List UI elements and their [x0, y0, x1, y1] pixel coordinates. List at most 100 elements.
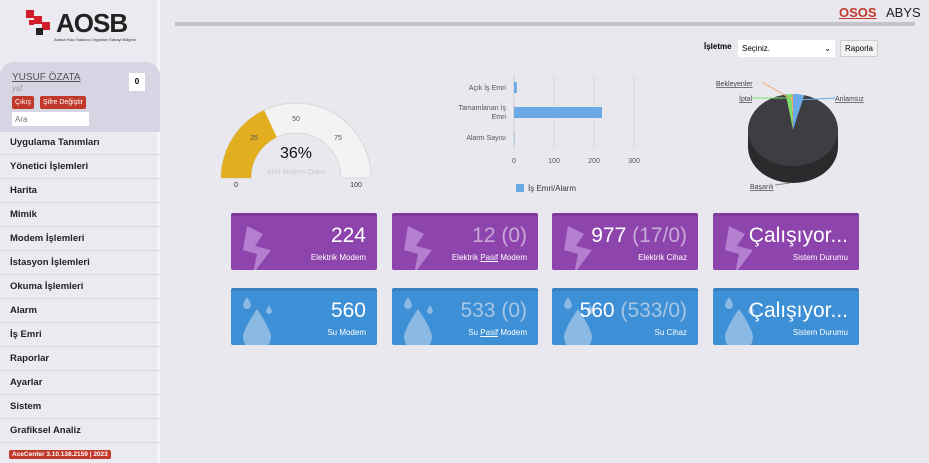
sidebar-item[interactable]: Okuma İşlemleri — [0, 275, 160, 299]
stat-card[interactable]: 560 (533/0) Su Cihaz — [552, 288, 698, 345]
pie-slice[interactable] — [793, 94, 805, 130]
bar-label-2: Alarm Sayısı — [466, 135, 506, 142]
sidebar-item[interactable]: Mimik — [0, 203, 160, 227]
card-label-text: Elektrik Modem — [310, 253, 366, 262]
pie-label-basarili[interactable]: Başarılı — [750, 184, 774, 191]
card-label-text: Sistem Durumu — [792, 253, 848, 262]
leader-bekleyenler — [761, 81, 794, 101]
card-label-text: Su Cihaz — [654, 328, 687, 337]
card-label: Elektrik Cihaz — [638, 253, 687, 262]
pie-label-iptal[interactable]: İptal — [739, 94, 753, 103]
user-name[interactable]: YUSUF ÖZATA — [12, 72, 81, 83]
card-sub-value: 533 (0) — [460, 299, 527, 322]
bar[interactable] — [514, 82, 517, 93]
card-label: Sistem Durumu — [793, 328, 848, 337]
gauge-tick-75: 75 — [334, 135, 342, 142]
x-tick-label: 100 — [548, 158, 560, 165]
card-main-value: Çalışıyor... — [748, 224, 848, 247]
sidebar-item[interactable]: İstasyon İşlemleri — [0, 251, 160, 275]
raporla-button[interactable]: Raporla — [840, 40, 878, 57]
sidebar-item[interactable]: Grafiksel Analiz — [0, 419, 160, 443]
card-sub-value: (533/0) — [614, 299, 687, 322]
pie-label-bekleyenler[interactable]: Bekleyenler — [716, 81, 753, 88]
logout-button[interactable]: Çıkış — [12, 96, 34, 109]
card-value: Çalışıyor... — [749, 299, 848, 323]
sidebar-item[interactable]: Raporlar — [0, 347, 160, 371]
card-main-value: 560 — [579, 299, 615, 322]
x-tick-label: 0 — [512, 158, 516, 165]
sidebar-item[interactable]: Uygulama Tanımları — [0, 131, 160, 155]
lightning-icon — [564, 226, 592, 270]
card-label: Su Modem — [327, 328, 366, 337]
gauge-tick-50: 50 — [292, 116, 300, 123]
sidebar-item[interactable]: Yönetici İşlemleri — [0, 155, 160, 179]
lightning-icon — [725, 226, 753, 270]
sidebar-item[interactable]: Sistem — [0, 395, 160, 419]
pie-slice[interactable] — [785, 94, 793, 130]
card-label-underlined: Pasif — [480, 328, 499, 337]
stat-card[interactable]: 224 Elektrik Modem — [231, 213, 377, 270]
version-badge: AceCenter 3.10.138.2159 | 2023 — [9, 450, 111, 459]
sidebar-item[interactable]: İş Emri — [0, 323, 160, 347]
bar-label-0: Açık İş Emri — [469, 83, 507, 92]
change-password-button[interactable]: Şifre Değiştir — [40, 96, 87, 109]
card-label-text: Sistem Durumu — [792, 328, 848, 337]
isletme-label: İşletme — [704, 42, 732, 51]
water-drop-icon — [243, 297, 272, 345]
legend-swatch — [516, 184, 524, 192]
tab-abys[interactable]: ABYS — [886, 5, 921, 20]
user-login: ysf — [12, 84, 23, 93]
gauge-title: Aktif Modem Oranı — [267, 169, 325, 176]
sidebar-item[interactable]: Ayarlar — [0, 371, 160, 395]
bar[interactable] — [514, 132, 515, 143]
card-label: Su Cihaz — [655, 328, 687, 337]
lightning-icon — [404, 226, 432, 270]
user-panel: YUSUF ÖZATA ysf 0 Çıkış Şifre Değiştir — [0, 62, 160, 132]
search-input[interactable] — [12, 112, 89, 126]
stat-card[interactable]: 977 (17/0) Elektrik Cihaz — [552, 213, 698, 270]
sidebar-item[interactable]: Alarm — [0, 299, 160, 323]
stat-card[interactable]: 560 Su Modem — [231, 288, 377, 345]
water-drop-icon — [404, 297, 433, 345]
logo-mark-icon — [26, 10, 50, 35]
sidebar-item[interactable]: Modem İşlemleri — [0, 227, 160, 251]
stat-card[interactable]: Çalışıyor... Sistem Durumu — [713, 288, 859, 345]
card-label-underlined: Pasif — [480, 253, 499, 262]
bar-label-1a: Tamamlanan İş — [459, 103, 507, 112]
card-main-value: Çalışıyor... — [748, 299, 848, 322]
card-label-text: Su — [468, 328, 481, 337]
card-main-value: 560 — [330, 299, 366, 322]
notification-count[interactable]: 0 — [129, 73, 145, 91]
pie-slice[interactable] — [791, 94, 793, 130]
stat-card[interactable]: Çalışıyor... Sistem Durumu — [713, 213, 859, 270]
card-label: Elektrik Modem — [311, 253, 366, 262]
pie-label-anlamsiz[interactable]: Anlamsız — [835, 96, 864, 103]
legend-label[interactable]: İş Emri/Alarm — [528, 184, 576, 193]
select-value: Seçiniz. — [742, 44, 771, 53]
leader-anlamsiz — [797, 97, 836, 101]
card-value: Çalışıyor... — [749, 224, 848, 248]
header-divider — [175, 22, 915, 26]
water-drop-icon — [564, 297, 593, 345]
stat-card[interactable]: 533 (0) Su Pasif Modem — [392, 288, 538, 345]
x-tick-label: 200 — [588, 158, 600, 165]
isletme-select[interactable]: Seçiniz. ⌄ — [738, 40, 835, 57]
tab-osos[interactable]: OSOS — [839, 5, 877, 20]
water-drop-icon — [725, 297, 754, 345]
card-value: 533 (0) — [460, 299, 527, 323]
card-value: 12 (0) — [472, 224, 527, 248]
gauge-tick-0: 0 — [234, 182, 238, 189]
bar-label-1b: Emri — [492, 114, 507, 121]
sidebar: AOSB Adana Hacı Sabancı Organize Sanayi … — [0, 0, 160, 463]
pie-chart: Bekleyenler İptal Anlamsız Başarılı — [716, 81, 864, 191]
aosb-logo[interactable]: AOSB Adana Hacı Sabancı Organize Sanayi … — [26, 8, 136, 48]
stat-card[interactable]: 12 (0) Elektrik Pasif Modem — [392, 213, 538, 270]
card-main-value: 224 — [330, 224, 366, 247]
x-tick-label: 300 — [628, 158, 640, 165]
chevron-down-icon: ⌄ — [824, 44, 831, 53]
card-label: Su Pasif Modem — [468, 328, 527, 337]
bar[interactable] — [514, 107, 602, 118]
gauge-chart: 0 25 50 75 100 36% Aktif Modem Oranı — [220, 102, 372, 189]
pie-slice[interactable] — [748, 94, 838, 166]
sidebar-item[interactable]: Harita — [0, 179, 160, 203]
